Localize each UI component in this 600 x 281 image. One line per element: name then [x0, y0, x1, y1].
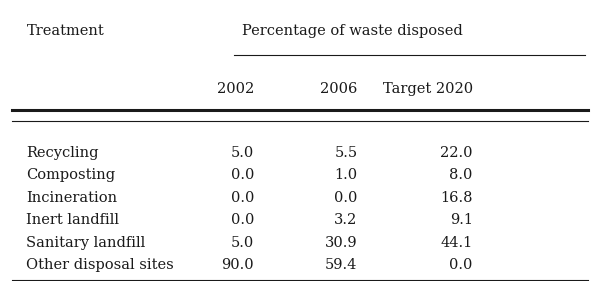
Text: Recycling: Recycling [26, 146, 99, 160]
Text: 2002: 2002 [217, 82, 254, 96]
Text: Incineration: Incineration [26, 191, 118, 205]
Text: 0.0: 0.0 [230, 191, 254, 205]
Text: 0.0: 0.0 [230, 168, 254, 182]
Text: Inert landfill: Inert landfill [26, 213, 119, 227]
Text: 9.1: 9.1 [450, 213, 473, 227]
Text: 5.0: 5.0 [230, 235, 254, 250]
Text: 90.0: 90.0 [221, 258, 254, 272]
Text: 44.1: 44.1 [440, 235, 473, 250]
Text: Composting: Composting [26, 168, 116, 182]
Text: 1.0: 1.0 [334, 168, 358, 182]
Text: 59.4: 59.4 [325, 258, 358, 272]
Text: Sanitary landfill: Sanitary landfill [26, 235, 146, 250]
Text: Percentage of waste disposed: Percentage of waste disposed [242, 24, 463, 38]
Text: 2006: 2006 [320, 82, 358, 96]
Text: 22.0: 22.0 [440, 146, 473, 160]
Text: Target 2020: Target 2020 [383, 82, 473, 96]
Text: 3.2: 3.2 [334, 213, 358, 227]
Text: Treatment: Treatment [26, 24, 104, 38]
Text: 5.0: 5.0 [230, 146, 254, 160]
Text: 0.0: 0.0 [334, 191, 358, 205]
Text: 0.0: 0.0 [230, 213, 254, 227]
Text: 0.0: 0.0 [449, 258, 473, 272]
Text: 16.8: 16.8 [440, 191, 473, 205]
Text: 8.0: 8.0 [449, 168, 473, 182]
Text: 30.9: 30.9 [325, 235, 358, 250]
Text: Other disposal sites: Other disposal sites [26, 258, 174, 272]
Text: 5.5: 5.5 [334, 146, 358, 160]
